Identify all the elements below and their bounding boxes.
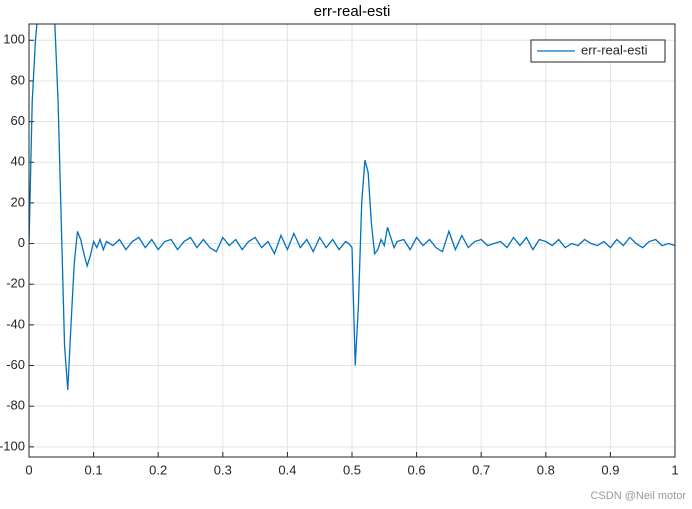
y-tick-label: 80 <box>11 72 25 87</box>
y-tick-label: 0 <box>18 235 25 250</box>
y-tick-label: -60 <box>6 357 25 372</box>
series-group <box>29 24 675 390</box>
x-tick-label: 1 <box>671 462 678 477</box>
y-tick-label: -100 <box>0 438 25 453</box>
line <box>29 24 675 390</box>
watermark: CSDN @Neil motor <box>590 490 686 502</box>
legend-box <box>530 39 666 63</box>
y-tick-label: 40 <box>11 154 25 169</box>
x-tick-label: 0.5 <box>343 462 361 477</box>
x-tick-label: 0.7 <box>472 462 490 477</box>
x-tick-label: 0.4 <box>278 462 296 477</box>
legend-label: err-real-esti <box>581 42 648 57</box>
x-tick-label: 0.9 <box>601 462 619 477</box>
x-tick-label: 0.3 <box>214 462 232 477</box>
y-tick-label: 60 <box>11 113 25 128</box>
x-tick-label: 0 <box>25 462 32 477</box>
x-tick-label: 0.6 <box>408 462 426 477</box>
axes-box <box>28 23 676 458</box>
chart-title: err-real-esti <box>314 3 391 20</box>
x-tick-label: 0.8 <box>537 462 555 477</box>
y-tick-label: -40 <box>6 316 25 331</box>
y-tick-label: -80 <box>6 398 25 413</box>
x-tick-label: 0.1 <box>85 462 103 477</box>
y-tick-label: 100 <box>3 32 25 47</box>
y-tick-label: 20 <box>11 194 25 209</box>
y-tick-label: -20 <box>6 276 25 291</box>
x-tick-label: 0.2 <box>149 462 167 477</box>
